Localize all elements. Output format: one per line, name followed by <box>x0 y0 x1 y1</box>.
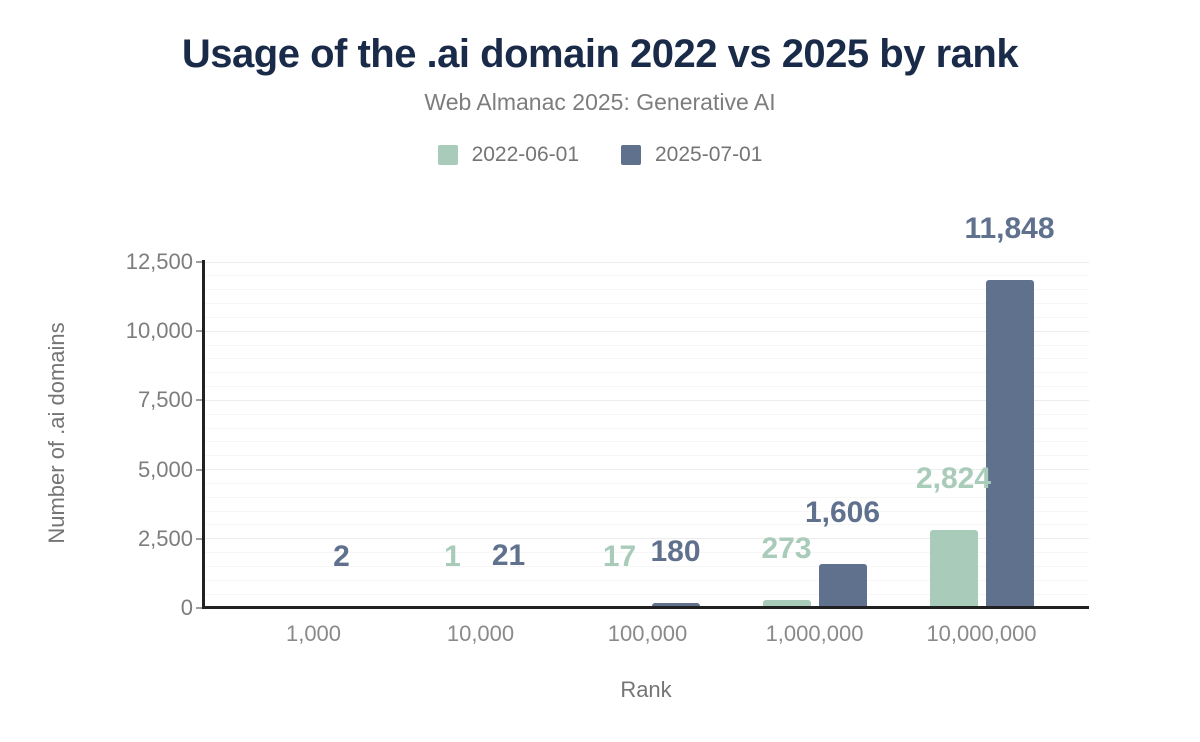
y-tick-label: 0 <box>180 595 193 620</box>
gridline <box>203 524 1089 526</box>
bar-label-2025-07-01: 180 <box>650 535 701 569</box>
bar-label-2025-07-01: 11,848 <box>964 212 1055 246</box>
x-axis-line <box>202 606 1089 609</box>
gridline <box>203 399 1089 401</box>
x-tick-label: 1,000 <box>285 621 342 646</box>
gridline <box>203 413 1089 415</box>
bar-2025-07-01 <box>651 603 700 608</box>
gridline <box>203 427 1089 429</box>
legend-label-2025: 2025-07-01 <box>655 143 763 166</box>
gridline <box>203 358 1089 360</box>
gridline <box>203 316 1089 318</box>
chart-subtitle: Web Almanac 2025: Generative AI <box>424 89 776 115</box>
y-tick-mark <box>196 399 203 402</box>
legend-item-2022: 2022-06-01 <box>437 143 579 167</box>
gridline <box>203 344 1089 346</box>
y-tick-mark <box>196 261 203 263</box>
bar-2025-07-01 <box>985 280 1034 608</box>
gridline <box>203 330 1089 332</box>
bar-label-2025-07-01: 21 <box>491 539 526 573</box>
y-axis-title: Number of .ai domains <box>44 322 69 544</box>
gridline <box>203 496 1089 498</box>
gridline <box>203 469 1089 471</box>
legend: 2022-06-01 2025-07-01 <box>0 141 1200 169</box>
y-tick-label: 10,000 <box>125 318 193 344</box>
legend-swatch-2022 <box>437 145 458 165</box>
gridline <box>203 482 1089 484</box>
bar-2025-07-01 <box>818 563 867 608</box>
gridline <box>203 261 1089 263</box>
x-tick-label: 1,000,000 <box>765 621 864 646</box>
bar-label-2022-06-01: 1 <box>444 539 461 573</box>
x-axis-title: Rank <box>620 677 672 702</box>
gridline <box>203 593 1089 595</box>
legend-swatch-2025 <box>621 145 641 165</box>
bar-label-2022-06-01: 2,824 <box>915 461 992 495</box>
bar-label-2022-06-01: 17 <box>602 539 637 573</box>
gridline <box>203 552 1089 554</box>
bar-label-2022-06-01: 273 <box>761 532 812 566</box>
y-tick-label: 2,500 <box>137 525 193 551</box>
y-tick-mark <box>196 537 203 540</box>
gridline <box>203 579 1089 581</box>
bar-label-2025-07-01: 2 <box>333 539 350 573</box>
bar-2022-06-01 <box>762 600 811 608</box>
y-axis-line <box>202 260 205 609</box>
x-tick-label: 10,000,000 <box>926 621 1037 646</box>
gridline <box>203 303 1089 305</box>
gridline <box>203 441 1089 443</box>
legend-item-2025: 2025-07-01 <box>621 143 762 167</box>
y-tick-mark <box>196 607 203 609</box>
y-tick-mark <box>196 468 203 471</box>
gridline <box>203 565 1089 567</box>
y-tick-label: 12,500 <box>125 249 193 274</box>
y-tick-mark <box>196 330 203 333</box>
gridline <box>203 386 1089 388</box>
x-tick-label: 10,000 <box>446 621 515 646</box>
gridline <box>203 510 1089 512</box>
gridline <box>203 372 1089 374</box>
legend-label-2022: 2022-06-01 <box>471 143 579 166</box>
gridline <box>203 275 1089 277</box>
chart-title: Usage of the .ai domain 2022 vs 2025 by … <box>181 32 1019 76</box>
bar-2022-06-01 <box>929 529 978 608</box>
gridline <box>203 289 1089 291</box>
y-tick-label: 5,000 <box>137 456 193 482</box>
gridline <box>203 455 1089 457</box>
x-tick-label: 100,000 <box>607 621 688 646</box>
bar-label-2025-07-01: 1,606 <box>804 495 881 529</box>
gridline <box>203 538 1089 540</box>
y-tick-label: 7,500 <box>137 387 193 413</box>
